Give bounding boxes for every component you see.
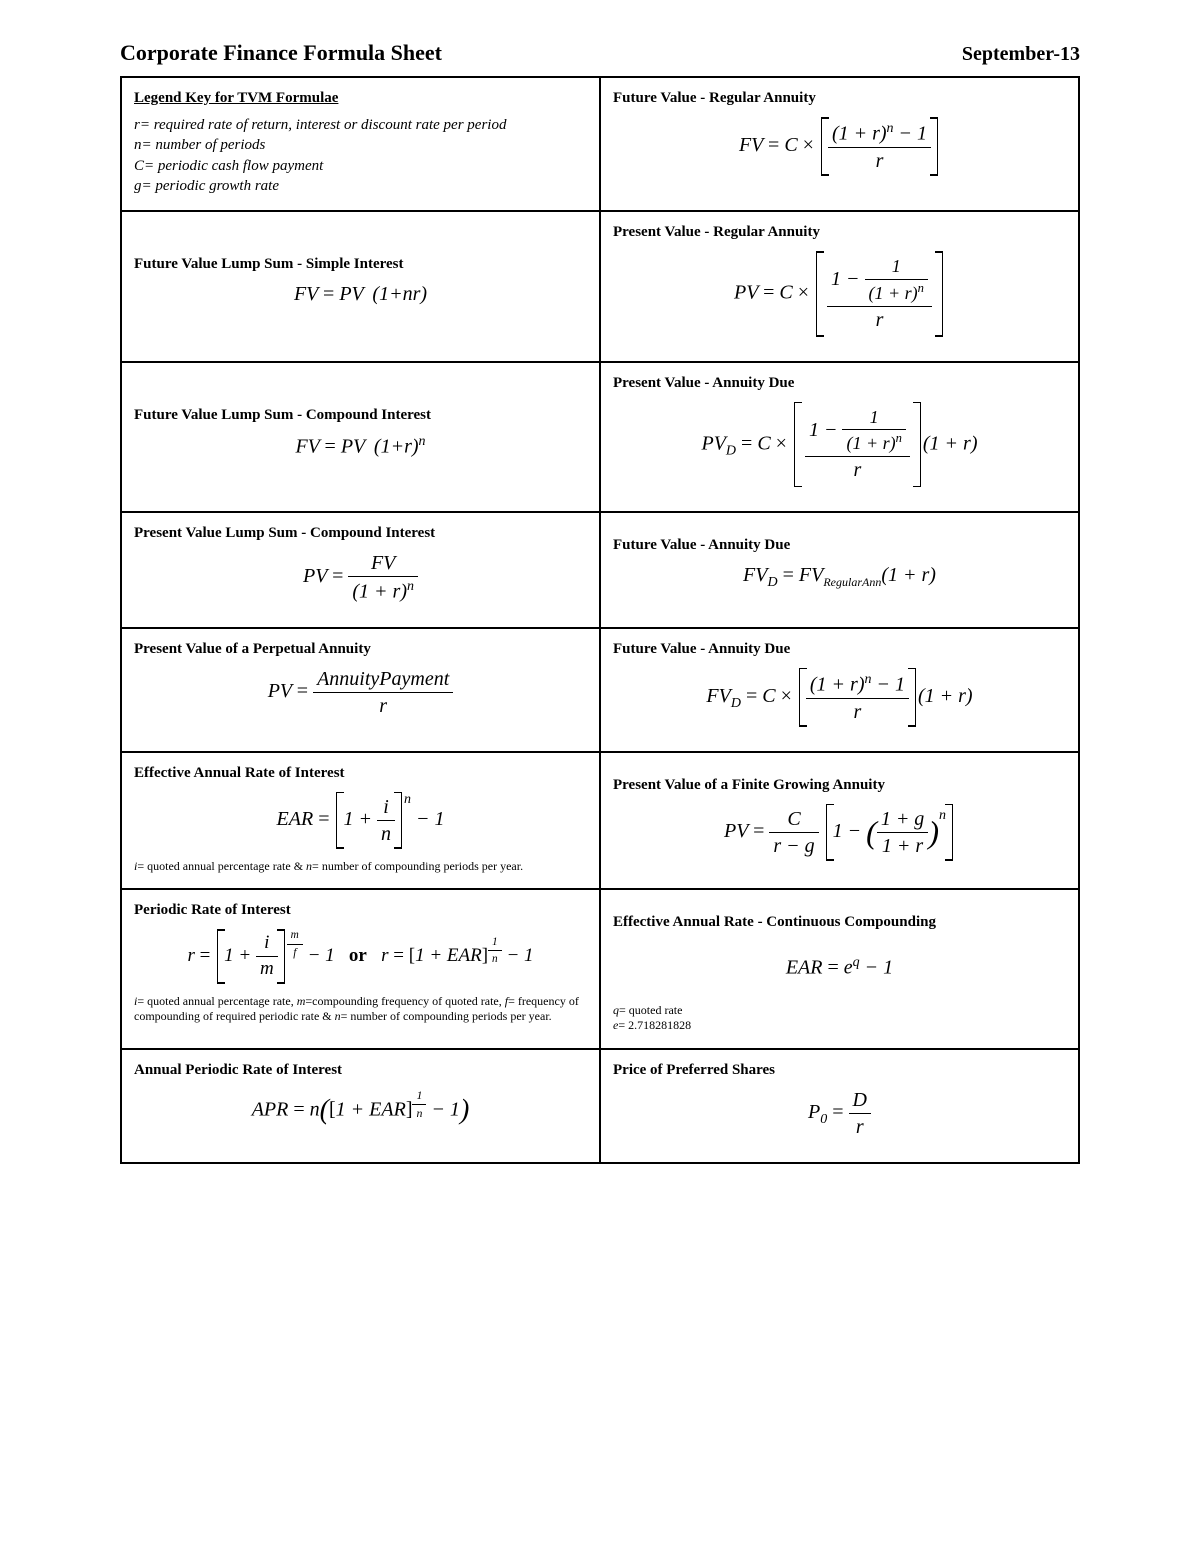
formula: PV = C × 1 − 1 (1 + r)n r	[613, 251, 1066, 337]
legend-line: C= periodic cash flow payment	[134, 156, 587, 176]
cell-legend: Legend Key for TVM Formulae r= required …	[121, 77, 600, 211]
formula: FVD = C × (1 + r)n − 1 r (1 + r)	[613, 668, 1066, 727]
cell-title: Future Value - Annuity Due	[613, 641, 1066, 658]
cell-title: Legend Key for TVM Formulae	[134, 90, 587, 107]
formula: P0 = D r	[613, 1089, 1066, 1138]
formula-table: Legend Key for TVM Formulae r= required …	[120, 76, 1080, 1164]
cell-title: Annual Periodic Rate of Interest	[134, 1062, 587, 1079]
cell-periodic-rate: Periodic Rate of Interest r = 1 + i m mf…	[121, 889, 600, 1049]
formula: PVD = C × 1 − 1 (1 + r)n r (1 + r)	[613, 402, 1066, 488]
cell-title: Present Value of a Perpetual Annuity	[134, 641, 587, 658]
header-row: Corporate Finance Formula Sheet Septembe…	[120, 40, 1080, 66]
formula: r = 1 + i m mf − 1 or r = [1 + EAR]1n − …	[134, 929, 587, 984]
formula: FV = C × (1 + r)n − 1 r	[613, 117, 1066, 176]
formula: FV = PV (1+r)n	[134, 434, 587, 458]
formula: PV = C r − g 1 − ( 1 + g 1 + r )n	[613, 804, 1066, 861]
cell-title: Future Value - Regular Annuity	[613, 90, 1066, 107]
cell-apr: Annual Periodic Rate of Interest APR = n…	[121, 1049, 600, 1163]
cell-ear-continuous: Effective Annual Rate - Continuous Compo…	[600, 889, 1079, 1049]
legend-line: g= periodic growth rate	[134, 176, 587, 196]
formula: PV = FV (1 + r)n	[134, 552, 587, 603]
or-word: or	[349, 945, 367, 966]
cell-pv-lump-compound: Present Value Lump Sum - Compound Intere…	[121, 512, 600, 628]
cell-fv-annuity-due-2: Future Value - Annuity Due FVD = C × (1 …	[600, 628, 1079, 752]
cell-title: Future Value Lump Sum - Compound Interes…	[134, 407, 587, 424]
cell-title: Effective Annual Rate of Interest	[134, 765, 587, 782]
formula: FVD = FVRegularAnn(1 + r)	[613, 564, 1066, 590]
cell-preferred: Price of Preferred Shares P0 = D r	[600, 1049, 1079, 1163]
formula: FV = PV (1+nr)	[134, 283, 587, 305]
formula-note: q= q= quoted ratequoted rate e= 2.718281…	[613, 1003, 1066, 1034]
formula: EAR = eq − 1	[613, 955, 1066, 979]
legend-line: r= required rate of return, interest or …	[134, 115, 587, 135]
cell-title: Future Value - Annuity Due	[613, 537, 1066, 554]
cell-pv-regular-annuity: Present Value - Regular Annuity PV = C ×…	[600, 211, 1079, 362]
formula: PV = AnnuityPayment r	[134, 668, 587, 717]
cell-fv-regular-annuity: Future Value - Regular Annuity FV = C × …	[600, 77, 1079, 211]
cell-title: Price of Preferred Shares	[613, 1062, 1066, 1079]
cell-fv-annuity-due-1: Future Value - Annuity Due FVD = FVRegul…	[600, 512, 1079, 628]
cell-title: Periodic Rate of Interest	[134, 902, 587, 919]
cell-pv-finite-growing: Present Value of a Finite Growing Annuit…	[600, 752, 1079, 890]
page-title: Corporate Finance Formula Sheet	[120, 40, 442, 66]
page-date: September-13	[962, 43, 1080, 66]
cell-title: Future Value Lump Sum - Simple Interest	[134, 256, 587, 273]
cell-fv-lump-simple: Future Value Lump Sum - Simple Interest …	[121, 211, 600, 362]
formula: EAR = 1 + i n n − 1	[134, 792, 587, 849]
cell-title: Present Value Lump Sum - Compound Intere…	[134, 525, 587, 542]
cell-pv-perpetual: Present Value of a Perpetual Annuity PV …	[121, 628, 600, 752]
page: Corporate Finance Formula Sheet Septembe…	[0, 0, 1200, 1464]
cell-title: Present Value - Regular Annuity	[613, 224, 1066, 241]
formula: APR = n([1 + EAR]1n − 1)	[134, 1089, 587, 1126]
formula-note: i= quoted annual percentage rate & n= nu…	[134, 859, 587, 875]
cell-title: Effective Annual Rate - Continuous Compo…	[613, 914, 1066, 931]
cell-title: Present Value of a Finite Growing Annuit…	[613, 777, 1066, 794]
formula-note: i= quoted annual percentage rate, m=comp…	[134, 994, 587, 1025]
cell-pv-annuity-due: Present Value - Annuity Due PVD = C × 1 …	[600, 362, 1079, 513]
cell-ear: Effective Annual Rate of Interest EAR = …	[121, 752, 600, 890]
cell-fv-lump-compound: Future Value Lump Sum - Compound Interes…	[121, 362, 600, 513]
legend-line: n= number of periods	[134, 135, 587, 155]
cell-title: Present Value - Annuity Due	[613, 375, 1066, 392]
